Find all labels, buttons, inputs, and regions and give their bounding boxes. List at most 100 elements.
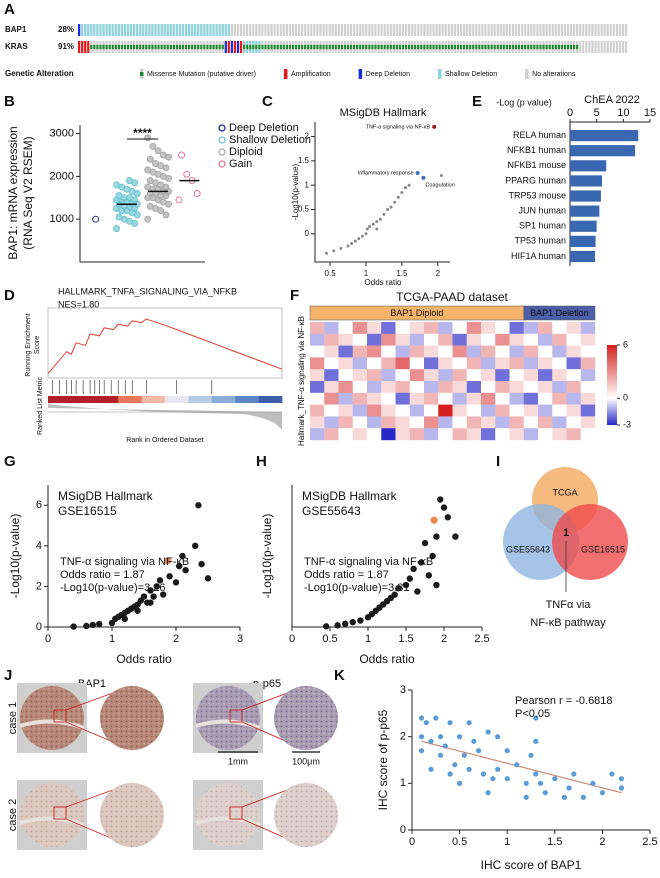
cell (527, 44, 530, 50)
x-tick-label: 1 (109, 633, 115, 645)
cell (395, 357, 410, 370)
cell (338, 369, 353, 382)
cell (456, 44, 460, 50)
point (386, 208, 390, 211)
point (150, 593, 157, 600)
cell (123, 24, 127, 36)
bar (570, 220, 597, 232)
point (134, 607, 141, 614)
cell (255, 24, 258, 36)
y-tick-label: 0 (305, 229, 310, 238)
cell (310, 24, 313, 36)
cell (282, 44, 285, 50)
cell (324, 416, 339, 429)
cell (362, 24, 365, 36)
y-tick-label: 2000 (50, 170, 74, 182)
cell (424, 428, 439, 441)
point (599, 790, 606, 796)
panel-letter: C (262, 93, 273, 110)
legend-swatch (438, 69, 442, 79)
annotation: P<0.05 (515, 708, 550, 720)
cell (538, 322, 553, 334)
cell (481, 416, 496, 429)
cell (338, 428, 353, 441)
cell (139, 24, 142, 36)
cell (466, 428, 482, 441)
gene-label: BAP1 (5, 25, 27, 34)
cell (191, 24, 194, 36)
cell (367, 392, 382, 405)
cell (452, 357, 467, 370)
cell (466, 333, 482, 346)
cell (249, 44, 252, 50)
cell (169, 44, 172, 50)
cell (200, 44, 203, 50)
cell (414, 24, 417, 36)
cell (313, 44, 316, 50)
cell (324, 357, 339, 370)
x-axis-label: Odds ratio (359, 652, 415, 666)
point (395, 585, 402, 592)
cell (420, 44, 423, 50)
chart-title: TCGA-PAAD dataset (396, 290, 508, 304)
cell (105, 44, 108, 50)
cell (594, 24, 597, 36)
cell (538, 369, 553, 382)
cell (337, 44, 340, 50)
dot (115, 213, 123, 221)
x-axis-label: IHC score of BAP1 (481, 858, 582, 872)
point (542, 790, 548, 796)
cell (349, 44, 353, 50)
cell (511, 24, 515, 36)
point (504, 748, 510, 754)
cell (264, 24, 267, 36)
cell (523, 416, 539, 429)
cell (466, 416, 482, 429)
cell (367, 381, 382, 393)
group-label: BAP1 Deletion (530, 308, 589, 318)
cell (496, 24, 499, 36)
cell (481, 392, 496, 405)
panel-letter: K (334, 667, 345, 684)
tissue-texture (20, 783, 84, 847)
cell (523, 381, 539, 393)
cell (353, 24, 356, 36)
cell (573, 44, 576, 50)
legend-marker (218, 136, 226, 144)
cell (481, 369, 496, 382)
dot (175, 196, 183, 204)
cell (509, 333, 524, 346)
cell (197, 24, 200, 36)
cell (218, 24, 221, 36)
cell (459, 44, 463, 50)
cell (453, 24, 457, 36)
cell (81, 24, 84, 36)
cell (203, 44, 206, 50)
cell (294, 24, 298, 36)
cell (409, 345, 425, 358)
cell (566, 357, 581, 370)
cell (148, 44, 151, 50)
cell (367, 333, 382, 346)
cell (279, 44, 282, 50)
cell (365, 44, 368, 50)
cell (409, 369, 425, 382)
dot (159, 151, 167, 159)
legend-label: Deep Deletion (366, 71, 410, 78)
cell (557, 44, 560, 50)
cell (236, 41, 240, 53)
cell (310, 322, 325, 334)
point (393, 200, 397, 204)
cell (424, 369, 439, 382)
cell (380, 44, 383, 50)
rank-colorbar (71, 396, 96, 403)
cell (499, 44, 502, 50)
cell (166, 44, 169, 50)
cell (505, 44, 508, 50)
cell (352, 333, 368, 346)
cell (579, 41, 582, 53)
cell (481, 24, 484, 36)
cell (478, 24, 481, 36)
panel-letter: G (4, 453, 16, 470)
